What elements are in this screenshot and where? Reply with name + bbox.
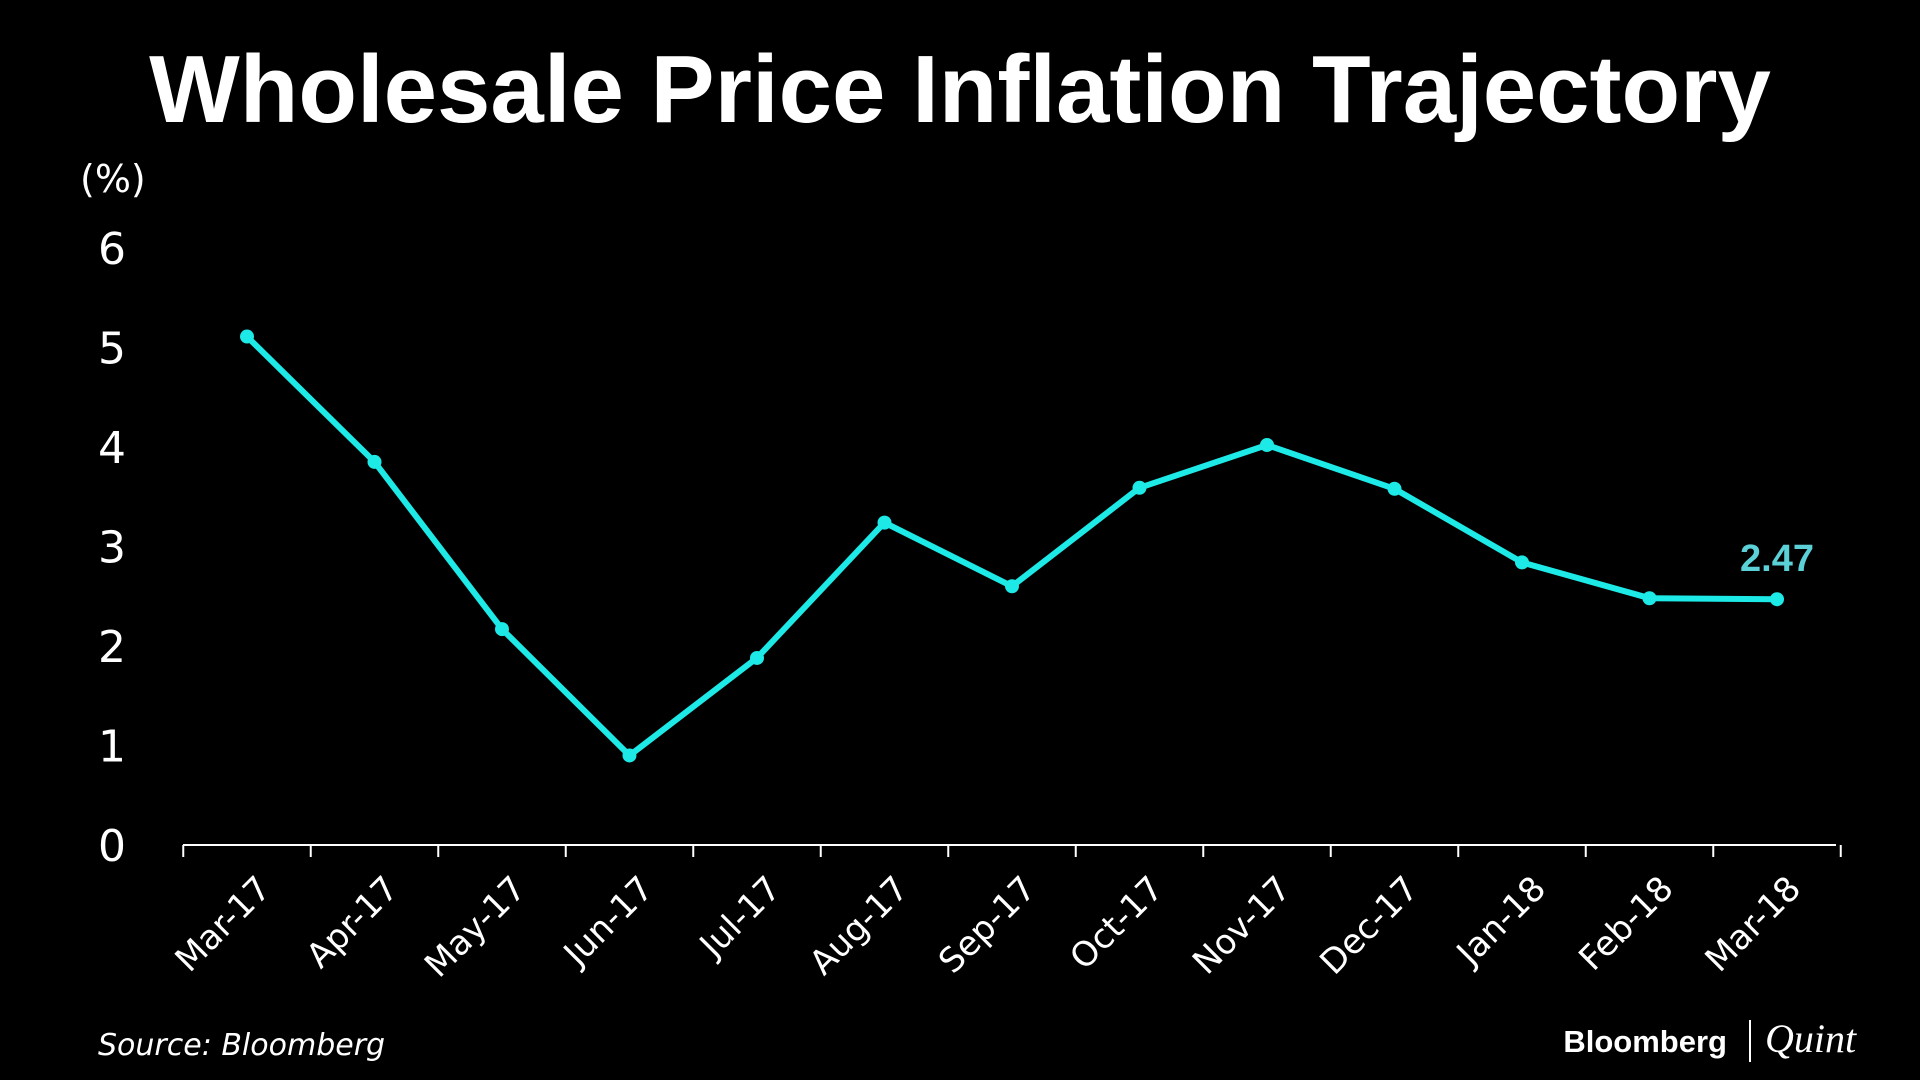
- data-point: [877, 515, 892, 530]
- data-point: [1642, 591, 1657, 606]
- x-tick-label: Jan-18: [1448, 869, 1554, 975]
- data-point: [1005, 579, 1019, 594]
- y-axis-ticks: 0 1 2 3 4 5 6: [98, 224, 126, 872]
- series-line: [244, 333, 1780, 759]
- data-point: [1387, 481, 1402, 496]
- x-tick-label: Apr-17: [299, 869, 407, 977]
- data-point: [240, 329, 254, 344]
- x-tick-label: Nov-17: [1185, 869, 1299, 983]
- chart-title: Wholesale Price Inflation Trajectory: [149, 36, 1771, 143]
- data-point: [1260, 438, 1274, 453]
- data-point: [495, 622, 509, 637]
- last-value-label: 2.47: [1740, 538, 1814, 580]
- data-point: [1770, 592, 1784, 607]
- y-tick-label: 3: [98, 523, 126, 574]
- x-tick-label: Mar-18: [1698, 869, 1809, 980]
- x-tick-label: Dec-17: [1312, 869, 1426, 983]
- y-tick-label: 0: [98, 821, 126, 872]
- data-point: [750, 650, 764, 665]
- data-point: [1515, 555, 1529, 570]
- x-tick-label: Sep-17: [931, 869, 1044, 982]
- y-axis-unit-label: (%): [80, 157, 146, 201]
- x-tick-label: Aug-17: [802, 869, 916, 983]
- data-point: [622, 748, 637, 763]
- data-point: [367, 454, 382, 469]
- brand-logo: Bloomberg Quint: [1563, 1016, 1857, 1062]
- x-axis-ticks: Mar-17 Apr-17 May-17 Jun-17 Jul-17 Aug-17 Sep-…: [168, 845, 1842, 986]
- x-tick-label: Jun-17: [555, 869, 662, 976]
- y-tick-label: 2: [98, 622, 126, 673]
- x-tick-label: Jul-17: [691, 869, 789, 967]
- data-point: [1132, 480, 1147, 495]
- x-tick-label: Feb-18: [1571, 869, 1681, 979]
- y-tick-label: 1: [98, 722, 126, 773]
- y-tick-label: 6: [98, 224, 126, 275]
- y-tick-label: 4: [98, 423, 126, 474]
- source-note: Source: Bloomberg: [98, 1028, 385, 1063]
- data-points: [240, 329, 1784, 763]
- y-tick-label: 5: [98, 324, 126, 375]
- x-tick-label: May-17: [417, 869, 534, 986]
- brand-bloomberg: Bloomberg: [1563, 1024, 1727, 1059]
- x-tick-label: Oct-17: [1062, 869, 1171, 978]
- brand-quint: Quint: [1765, 1016, 1857, 1061]
- x-tick-label: Mar-17: [168, 869, 279, 980]
